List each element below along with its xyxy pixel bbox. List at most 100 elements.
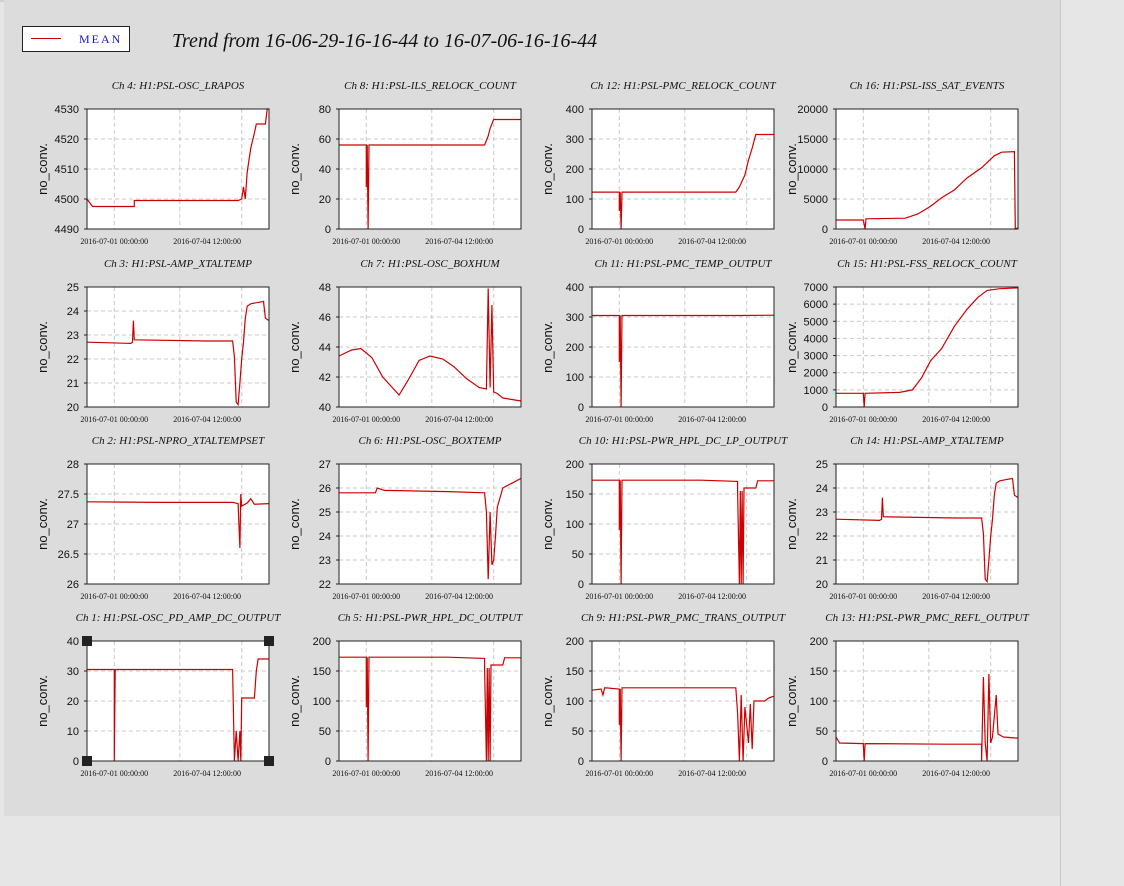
selection-handle (82, 636, 92, 646)
y-axis-label: no_conv. (287, 321, 302, 373)
y-axis-label: no_conv. (540, 498, 555, 550)
y-tick-label: 27.5 (58, 489, 79, 501)
legend-line-swatch (31, 38, 61, 39)
y-tick-label: 26 (319, 483, 331, 495)
y-tick-label: 150 (810, 666, 828, 678)
y-tick-label: 40 (319, 402, 331, 414)
y-tick-label: 26 (67, 579, 79, 591)
y-tick-label: 0 (73, 756, 79, 768)
y-axis-label: no_conv. (287, 498, 302, 550)
y-tick-label: 0 (822, 756, 828, 768)
chart-11: Ch 10: H1:PSL-PWR_HPL_DC_LP_OUTPUT 0 50 100… (540, 435, 788, 601)
y-tick-label: 30 (67, 666, 79, 678)
y-tick-label: 5000 (804, 194, 828, 206)
legend: MEAN (22, 26, 130, 52)
y-tick-label: 42 (319, 372, 331, 384)
x-tick-label: 2016-07-04 12:00:00 (173, 769, 241, 778)
chart-title: Ch 9: H1:PSL-PWR_PMC_TRANS_OUTPUT (581, 612, 786, 624)
x-tick-label: 2016-07-04 12:00:00 (425, 592, 493, 601)
x-tick-label: 2016-07-04 12:00:00 (173, 415, 241, 424)
x-tick-label: 2016-07-04 12:00:00 (173, 592, 241, 601)
y-tick-label: 48 (319, 282, 331, 294)
y-tick-label: 4500 (55, 194, 79, 206)
y-tick-label: 28 (67, 459, 79, 471)
x-tick-label: 2016-07-04 12:00:00 (425, 237, 493, 246)
y-tick-label: 200 (313, 636, 331, 648)
x-tick-label: 2016-07-01 00:00:00 (585, 769, 653, 778)
y-tick-label: 20 (67, 402, 79, 414)
y-tick-label: 150 (566, 666, 584, 678)
series-line (338, 288, 522, 402)
y-tick-label: 26.5 (58, 549, 79, 561)
y-tick-label: 20 (67, 696, 79, 708)
y-tick-label: 5000 (804, 316, 828, 328)
x-tick-label: 2016-07-01 00:00:00 (80, 592, 148, 601)
y-tick-label: 22 (67, 354, 79, 366)
series-line (86, 300, 270, 407)
y-tick-label: 23 (67, 330, 79, 342)
y-tick-label: 100 (810, 696, 828, 708)
y-tick-label: 1000 (804, 385, 828, 397)
chart-12: Ch 14: H1:PSL-AMP_XTALTEMP 20 21 22 23 24 25 20… (784, 435, 1019, 601)
chart-7: Ch 11: H1:PSL-PMC_TEMP_OUTPUT 0 100 200 300 4… (540, 258, 775, 424)
y-tick-label: 27 (67, 519, 79, 531)
x-tick-label: 2016-07-01 00:00:00 (80, 237, 148, 246)
y-tick-label: 400 (566, 282, 584, 294)
y-tick-label: 300 (566, 134, 584, 146)
y-tick-label: 100 (566, 519, 584, 531)
chart-5: Ch 3: H1:PSL-AMP_XTALTEMP 20 21 22 23 24 25 201… (35, 258, 270, 424)
y-tick-label: 20 (816, 579, 828, 591)
y-tick-label: 27 (319, 459, 331, 471)
plot-frame (86, 286, 270, 408)
x-tick-label: 2016-07-01 00:00:00 (332, 769, 400, 778)
x-tick-label: 2016-07-04 12:00:00 (678, 237, 746, 246)
x-tick-label: 2016-07-04 12:00:00 (922, 592, 990, 601)
x-tick-label: 2016-07-01 00:00:00 (585, 415, 653, 424)
y-tick-label: 100 (566, 194, 584, 206)
y-tick-label: 40 (67, 636, 79, 648)
x-tick-label: 2016-07-04 12:00:00 (678, 592, 746, 601)
x-tick-label: 2016-07-04 12:00:00 (678, 415, 746, 424)
y-tick-label: 25 (67, 282, 79, 294)
y-axis-label: no_conv. (540, 321, 555, 373)
chart-3: Ch 12: H1:PSL-PMC_RELOCK_COUNT 0 100 200 300… (540, 80, 776, 246)
chart-8: Ch 15: H1:PSL-FSS_RELOCK_COUNT 0 1000 2000 3… (784, 258, 1019, 424)
x-tick-label: 2016-07-01 00:00:00 (80, 769, 148, 778)
y-axis-label: no_conv. (784, 498, 799, 550)
y-tick-label: 50 (816, 726, 828, 738)
y-tick-label: 4520 (55, 134, 79, 146)
y-tick-label: 24 (67, 306, 79, 318)
y-tick-label: 46 (319, 312, 331, 324)
x-tick-label: 2016-07-01 00:00:00 (829, 769, 897, 778)
series-line (592, 133, 774, 230)
series-line (339, 118, 521, 230)
y-tick-label: 22 (816, 531, 828, 543)
x-tick-label: 2016-07-01 00:00:00 (332, 415, 400, 424)
chart-16: Ch 13: H1:PSL-PWR_PMC_REFL_OUTPUT 0 50 100 1… (784, 612, 1030, 778)
selection-handle (264, 636, 274, 646)
y-tick-label: 400 (566, 104, 584, 116)
series-line (86, 108, 269, 208)
x-tick-label: 2016-07-01 00:00:00 (80, 415, 148, 424)
chart-title: Ch 4: H1:PSL-OSC_LRAPOS (112, 80, 245, 92)
y-tick-label: 200 (566, 459, 584, 471)
y-tick-label: 23 (319, 555, 331, 567)
x-tick-label: 2016-07-01 00:00:00 (829, 592, 897, 601)
y-tick-label: 4000 (804, 333, 828, 345)
y-tick-label: 2000 (804, 368, 828, 380)
chart-title: Ch 5: H1:PSL-PWR_HPL_DC_OUTPUT (338, 612, 523, 624)
x-tick-label: 2016-07-01 00:00:00 (332, 592, 400, 601)
chart-title: Ch 15: H1:PSL-FSS_RELOCK_COUNT (837, 258, 1018, 270)
y-axis-label: no_conv. (784, 321, 799, 373)
y-tick-label: 23 (816, 507, 828, 519)
series-line (339, 477, 522, 580)
y-tick-label: 4490 (55, 224, 79, 236)
y-tick-label: 21 (816, 555, 828, 567)
chart-4: Ch 16: H1:PSL-ISS_SAT_EVENTS 0 5000 10000 15… (784, 80, 1019, 246)
y-axis-label: no_conv. (35, 321, 50, 373)
y-tick-label: 10 (67, 726, 79, 738)
y-tick-label: 200 (566, 164, 584, 176)
y-tick-label: 150 (313, 666, 331, 678)
y-tick-label: 100 (566, 372, 584, 384)
series-line (835, 477, 1019, 584)
